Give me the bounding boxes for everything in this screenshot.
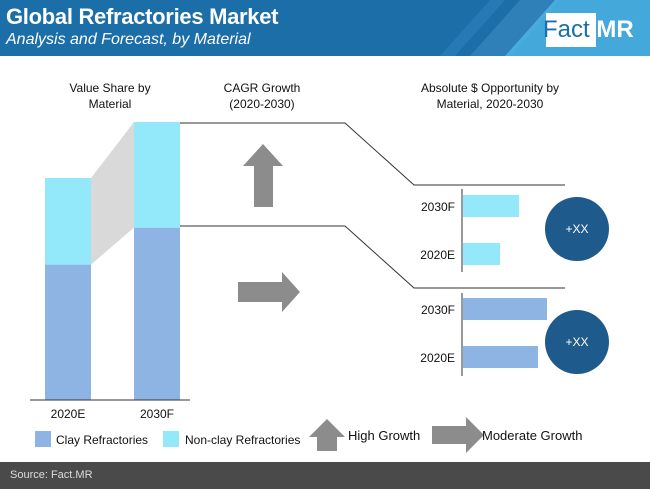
logo-fact: Fact bbox=[543, 16, 590, 43]
legend-moderate-growth: Moderate Growth bbox=[482, 428, 582, 443]
page-title: Global Refractories Market bbox=[6, 4, 279, 29]
legend-high-growth: High Growth bbox=[348, 428, 420, 443]
legend-swatch-nonclay bbox=[163, 431, 179, 447]
opp-bar-1-2030F bbox=[463, 298, 547, 320]
header-decoration bbox=[440, 0, 650, 56]
opp-bar-0-2030F bbox=[463, 195, 519, 217]
legend-label-clay: Clay Refractories bbox=[56, 433, 148, 447]
right-arrow-icon bbox=[238, 272, 300, 312]
cagr-title: CAGR Growth bbox=[224, 81, 301, 95]
share-bar-clay-2020E bbox=[45, 264, 91, 400]
opp-tick-1-2020E: 2020E bbox=[420, 351, 455, 365]
cagr-title: (2020-2030) bbox=[229, 97, 294, 111]
legend-up-arrow-icon bbox=[309, 419, 345, 451]
footer-bar: Source: Fact.MR bbox=[0, 462, 650, 489]
legend-label-nonclay: Non-clay Refractories bbox=[185, 433, 300, 447]
source-text: Source: Fact.MR bbox=[10, 469, 93, 481]
share-connector bbox=[91, 122, 134, 265]
opp-tick-0-2030F: 2030F bbox=[421, 200, 455, 214]
opportunity-title: Material, 2020-2030 bbox=[437, 97, 544, 111]
opp-bar-0-2020E bbox=[463, 243, 500, 265]
opp-badge-text-0: +XX bbox=[565, 222, 588, 236]
logo-mr: .MR bbox=[589, 16, 634, 43]
value-share-title: Value Share by bbox=[69, 81, 150, 95]
opp-badge-circle-1 bbox=[545, 310, 609, 374]
opp-badge-text-1: +XX bbox=[565, 335, 588, 349]
opp-badge-circle-0 bbox=[545, 197, 609, 261]
page-subtitle: Analysis and Forecast, by Material bbox=[6, 31, 251, 48]
share-tick-2020E: 2020E bbox=[51, 407, 86, 421]
opportunity-title: Absolute $ Opportunity by bbox=[421, 81, 559, 95]
legend-right-arrow-icon bbox=[432, 417, 484, 453]
share-bar-clay-2030F bbox=[134, 227, 180, 400]
connector-clay bbox=[180, 225, 565, 289]
share-bar-nonclay-2030F bbox=[134, 122, 180, 228]
value-share-title: Material bbox=[89, 97, 132, 111]
opp-bar-1-2020E bbox=[463, 346, 538, 368]
opp-tick-1-2030F: 2030F bbox=[421, 303, 455, 317]
opp-tick-0-2020E: 2020E bbox=[420, 248, 455, 262]
legend-swatch-clay bbox=[35, 431, 51, 447]
share-bar-nonclay-2020E bbox=[45, 178, 91, 265]
factmr-logo: Fact.MR bbox=[543, 16, 634, 44]
up-arrow-icon bbox=[243, 144, 283, 207]
header-banner: Global Refractories Market Analysis and … bbox=[0, 0, 650, 56]
connector-nonclay bbox=[180, 122, 565, 186]
share-tick-2030F: 2030F bbox=[140, 407, 174, 421]
